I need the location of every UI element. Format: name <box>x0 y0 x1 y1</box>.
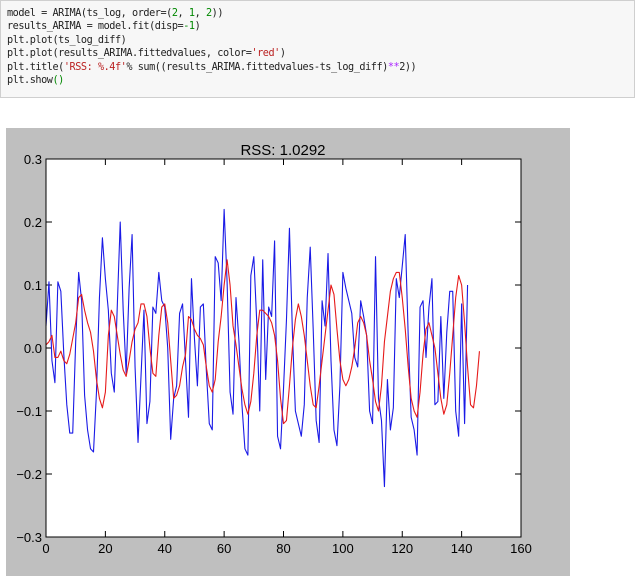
code-token: 'RSS: %.4f' <box>63 61 127 73</box>
x-tick-label: 60 <box>217 541 231 556</box>
y-tick-label: 0.0 <box>24 341 42 356</box>
code-lines: model = ARIMA(ts_log, order=(2, 1, 2)) re… <box>7 7 634 87</box>
code-line: model = ARIMA(ts_log, order=(2, 1, 2)) <box>7 7 634 20</box>
code-token: ** <box>387 61 400 73</box>
code-token: )) <box>404 61 417 73</box>
code-line: plt.title('RSS: %.4f'% sum((results_ARIM… <box>7 61 634 74</box>
code-token: 2 <box>399 61 405 73</box>
code-token: plt.title( <box>7 61 64 73</box>
code-token: ) <box>194 21 201 33</box>
line-chart: RSS: 1.0292 0.3 0.2 0.1 0.0 −0.1 −0.2 −0.3 0 20… <box>16 142 532 556</box>
x-axis: 0 20 40 60 80 100 120 140 160 <box>42 159 532 556</box>
y-tick-label: −0.1 <box>16 404 42 419</box>
code-token: , <box>194 8 206 19</box>
code-token: model = ARIMA(ts_log, order=( <box>7 8 172 19</box>
code-token: plt.show <box>7 75 53 87</box>
code-token: 1 <box>188 8 195 19</box>
y-tick-label: −0.3 <box>16 530 42 545</box>
code-line: plt.plot(ts_log_diff) <box>7 34 634 47</box>
code-cell[interactable]: model = ARIMA(ts_log, order=(2, 1, 2)) re… <box>0 0 635 98</box>
y-tick-label: 0.2 <box>24 215 42 230</box>
code-token: results_ARIMA = model.fit(disp= <box>7 21 184 33</box>
code-token: () <box>52 75 64 87</box>
y-tick-label: 0.1 <box>24 278 42 293</box>
x-tick-label: 20 <box>98 541 112 556</box>
y-tick-label: 0.3 <box>24 152 42 167</box>
code-line: results_ARIMA = model.fit(disp=-1) <box>7 20 634 33</box>
code-token: , <box>177 8 189 19</box>
x-tick-label: 140 <box>451 541 473 556</box>
code-token: )) <box>211 8 224 19</box>
chart-title: RSS: 1.0292 <box>240 142 325 159</box>
code-line: plt.show() <box>7 74 634 87</box>
code-token: 2 <box>171 8 178 19</box>
code-token: plt.plot(ts_log_diff) <box>7 34 127 46</box>
code-token: 2 <box>205 8 212 19</box>
code-token: plt.plot(results_ARIMA.fittedvalues, col… <box>7 48 252 60</box>
x-tick-label: 40 <box>158 541 172 556</box>
series-line-ts-log-diff <box>45 208 469 488</box>
series-line-fitted-values <box>45 259 480 425</box>
y-axis: 0.3 0.2 0.1 0.0 −0.1 −0.2 −0.3 <box>16 152 521 545</box>
series-group <box>45 208 480 488</box>
x-tick-label: 100 <box>332 541 354 556</box>
plot-figure: RSS: 1.0292 0.3 0.2 0.1 0.0 −0.1 −0.2 −0.3 0 20… <box>6 128 570 576</box>
x-tick-label: 160 <box>510 541 532 556</box>
axes-background <box>46 159 521 537</box>
code-token: 'red' <box>251 48 280 60</box>
x-tick-label: 0 <box>42 541 49 556</box>
code-token: -1 <box>183 21 195 33</box>
x-tick-label: 80 <box>276 541 290 556</box>
x-tick-label: 120 <box>391 541 413 556</box>
code-line: plt.plot(results_ARIMA.fittedvalues, col… <box>7 47 634 60</box>
y-tick-label: −0.2 <box>16 467 42 482</box>
axes-frame <box>45 158 522 538</box>
code-token: % sum((results_ARIMA.fittedvalues-ts_log… <box>126 61 388 73</box>
code-token: ) <box>279 48 286 60</box>
